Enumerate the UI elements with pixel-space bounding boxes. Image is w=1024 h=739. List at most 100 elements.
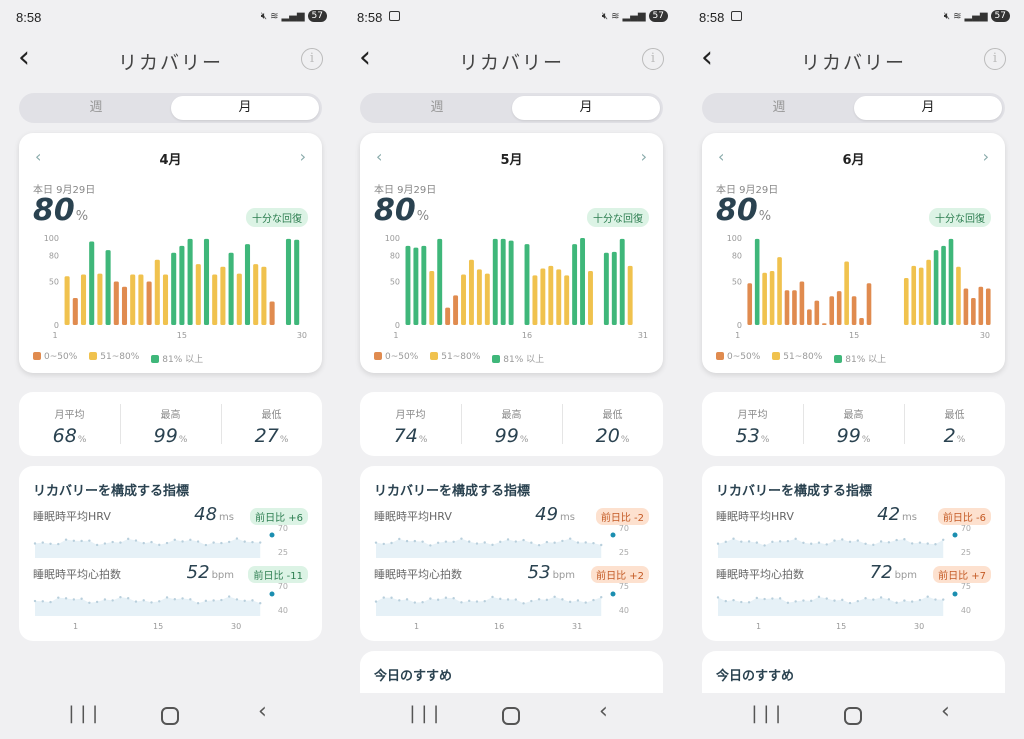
recovery-bar[interactable] xyxy=(971,298,976,325)
recovery-bar[interactable] xyxy=(413,247,419,325)
recovery-bar[interactable] xyxy=(903,278,909,325)
recovery-bar[interactable] xyxy=(859,318,864,325)
recovery-bar[interactable] xyxy=(588,271,593,325)
recovery-bar[interactable] xyxy=(220,266,226,325)
recovery-bar[interactable] xyxy=(261,266,267,325)
recovery-bar[interactable] xyxy=(556,269,562,325)
recovery-bar[interactable] xyxy=(236,273,242,325)
next-month-chevron-icon[interactable]: › xyxy=(299,147,306,166)
recovery-bar[interactable] xyxy=(171,252,177,325)
info-icon[interactable]: i xyxy=(301,48,323,70)
recent-apps-icon[interactable]: ||| xyxy=(407,703,443,724)
recovery-bar[interactable] xyxy=(269,301,275,325)
recovery-bar[interactable] xyxy=(121,286,128,325)
recovery-bar[interactable] xyxy=(461,274,466,325)
recovery-bar[interactable] xyxy=(476,269,482,325)
recovery-bar[interactable] xyxy=(453,295,459,325)
info-icon[interactable]: i xyxy=(642,48,664,70)
recovery-bar[interactable] xyxy=(405,245,411,325)
recovery-bar[interactable] xyxy=(146,281,152,326)
recovery-bar[interactable] xyxy=(564,275,570,325)
metric-row-hrv[interactable]: 睡眠時平均HRV 48 ms 前日比 +6 70 25 xyxy=(33,504,308,568)
metric-row-hrv[interactable]: 睡眠時平均HRV 42 ms 前日比 -6 70 25 xyxy=(716,504,991,568)
recovery-bar[interactable] xyxy=(64,276,70,325)
recent-apps-icon[interactable]: ||| xyxy=(749,703,785,724)
recovery-bar[interactable] xyxy=(829,296,835,325)
back-arrow-icon[interactable]: ‹ xyxy=(701,40,713,75)
nav-back-icon[interactable]: ‹ xyxy=(258,699,267,724)
recovery-bar[interactable] xyxy=(179,245,185,325)
recovery-bar[interactable] xyxy=(814,300,820,325)
recovery-bar[interactable] xyxy=(933,250,939,325)
recovery-bar[interactable] xyxy=(580,238,586,325)
recovery-bar[interactable] xyxy=(777,257,782,325)
recovery-bar[interactable] xyxy=(963,288,969,325)
metric-row-hr[interactable]: 睡眠時平均心拍数 52 bpm 前日比 -11 70 40 xyxy=(33,562,308,626)
back-arrow-icon[interactable]: ‹ xyxy=(18,40,30,75)
recovery-bar[interactable] xyxy=(799,281,805,326)
tab-week[interactable]: 週 xyxy=(430,100,444,115)
recovery-bar[interactable] xyxy=(572,244,578,325)
recovery-bar[interactable] xyxy=(807,309,812,325)
recovery-bar[interactable] xyxy=(792,290,797,325)
recovery-bar[interactable] xyxy=(253,264,259,325)
recovery-bar[interactable] xyxy=(844,261,849,325)
prev-month-chevron-icon[interactable]: ‹ xyxy=(718,147,725,166)
recovery-bar[interactable] xyxy=(80,274,87,325)
recovery-bar[interactable] xyxy=(978,286,984,325)
recovery-bar[interactable] xyxy=(821,323,827,325)
recovery-bar[interactable] xyxy=(941,245,946,325)
tab-month[interactable]: 月 xyxy=(854,96,1002,120)
recovery-bar[interactable] xyxy=(285,238,292,325)
recovery-bar[interactable] xyxy=(105,250,111,325)
recovery-bar[interactable] xyxy=(948,238,954,325)
home-icon[interactable] xyxy=(502,707,520,725)
recovery-bar[interactable] xyxy=(244,244,251,325)
recovery-bar[interactable] xyxy=(784,290,790,325)
metric-row-hr[interactable]: 睡眠時平均心拍数 72 bpm 前日比 +7 75 40 xyxy=(716,562,991,626)
recovery-bar[interactable] xyxy=(228,252,234,325)
info-icon[interactable]: i xyxy=(984,48,1006,70)
prev-month-chevron-icon[interactable]: ‹ xyxy=(35,147,42,166)
recovery-bar[interactable] xyxy=(619,238,625,325)
recovery-bar[interactable] xyxy=(611,251,617,325)
next-month-chevron-icon[interactable]: › xyxy=(640,147,647,166)
tab-week[interactable]: 週 xyxy=(772,100,786,115)
recovery-bar[interactable] xyxy=(130,274,136,325)
recovery-bar[interactable] xyxy=(138,274,144,325)
recovery-bar[interactable] xyxy=(627,265,633,325)
recovery-bar[interactable] xyxy=(508,240,514,325)
tab-week[interactable]: 週 xyxy=(89,100,103,115)
recovery-bar[interactable] xyxy=(548,265,554,325)
recovery-bar[interactable] xyxy=(203,238,210,325)
recovery-bar[interactable] xyxy=(484,273,490,325)
recovery-bar[interactable] xyxy=(762,272,767,325)
recovery-bar[interactable] xyxy=(437,238,443,325)
recovery-bar[interactable] xyxy=(866,283,872,325)
recovery-bar[interactable] xyxy=(212,274,218,325)
recovery-bar[interactable] xyxy=(532,275,538,325)
recovery-bar[interactable] xyxy=(754,238,760,325)
recovery-bar[interactable] xyxy=(836,291,842,325)
tab-month[interactable]: 月 xyxy=(171,96,319,120)
recovery-bar[interactable] xyxy=(911,265,917,325)
recovery-bar[interactable] xyxy=(162,274,169,325)
recovery-bar[interactable] xyxy=(603,252,609,325)
recovery-bar[interactable] xyxy=(524,244,530,325)
recovery-bar[interactable] xyxy=(421,245,427,325)
prev-month-chevron-icon[interactable]: ‹ xyxy=(376,147,383,166)
recovery-bar[interactable] xyxy=(926,259,931,325)
recovery-bar[interactable] xyxy=(294,239,300,325)
back-arrow-icon[interactable]: ‹ xyxy=(359,40,371,75)
recovery-bar[interactable] xyxy=(154,259,160,325)
recovery-bar[interactable] xyxy=(113,281,119,326)
home-icon[interactable] xyxy=(161,707,179,725)
recovery-bar[interactable] xyxy=(747,283,753,325)
recovery-bar[interactable] xyxy=(956,266,961,325)
recovery-bar[interactable] xyxy=(851,296,857,325)
recovery-bar[interactable] xyxy=(985,288,991,325)
recovery-bar[interactable] xyxy=(500,238,506,325)
recovery-bar[interactable] xyxy=(72,298,78,325)
recovery-bar[interactable] xyxy=(918,267,924,325)
recovery-bar[interactable] xyxy=(769,271,775,325)
